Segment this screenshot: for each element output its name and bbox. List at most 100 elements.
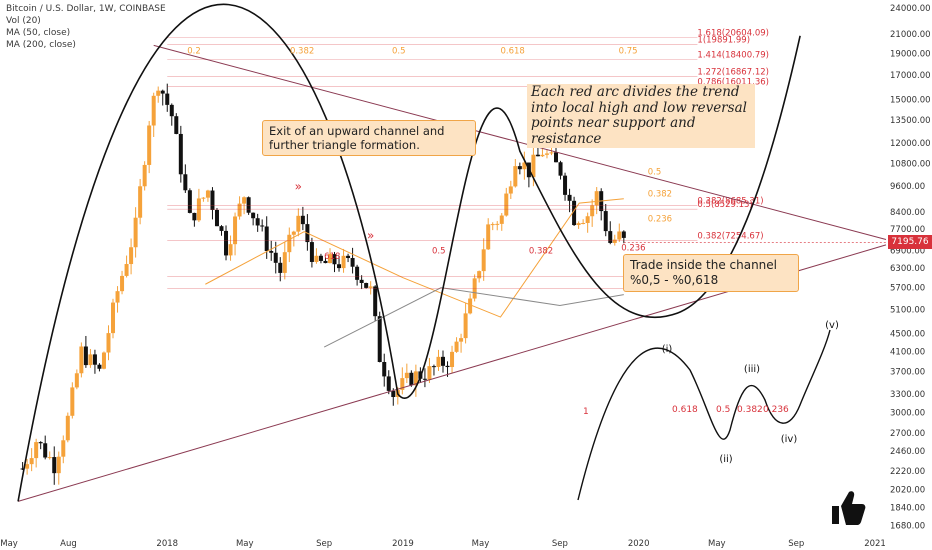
chart-header: Bitcoin / U.S. Dollar, 1W, COINBASE Vol … bbox=[6, 3, 166, 51]
candle-body bbox=[192, 212, 197, 221]
candle-body bbox=[224, 230, 229, 256]
wave-ratio-label: 0.618 bbox=[672, 405, 698, 415]
candle-body bbox=[549, 152, 554, 154]
candle-body bbox=[273, 252, 278, 263]
y-tick-label: 12000.00 bbox=[890, 139, 931, 149]
top-ratio-label: 0.382 bbox=[290, 46, 314, 56]
candle-body bbox=[210, 190, 215, 210]
candle-body bbox=[472, 278, 477, 299]
candle-body bbox=[219, 226, 224, 231]
chevron-down-icon: » bbox=[295, 179, 302, 193]
fib-level-label: 1.414(18400.79) bbox=[697, 51, 769, 61]
indicator-vol[interactable]: Vol (20) bbox=[6, 16, 41, 26]
moving-average-line bbox=[323, 287, 624, 348]
wave-label: (iv) bbox=[781, 434, 798, 445]
candle-body bbox=[350, 258, 355, 267]
y-tick-label: 6900.00 bbox=[890, 246, 925, 256]
candle-body bbox=[535, 154, 540, 157]
candle-body bbox=[445, 365, 450, 368]
wave-ratio-label: 0.236 bbox=[763, 405, 789, 415]
candle-body bbox=[422, 378, 427, 380]
moving-average-line bbox=[205, 198, 624, 318]
candle-body bbox=[544, 153, 549, 155]
candle-body bbox=[454, 341, 459, 352]
candle-body bbox=[391, 390, 396, 398]
y-tick-label: 19000.00 bbox=[890, 49, 931, 59]
candle-body bbox=[255, 218, 260, 226]
wave-label: (i) bbox=[662, 344, 673, 355]
y-tick-label: 8400.00 bbox=[890, 208, 925, 218]
callout-exit-text: Exit of an upward channel and further tr… bbox=[269, 124, 445, 152]
chart-label-0236: 0.236 bbox=[621, 243, 645, 253]
fib-level-label: 0.382(8685.31) bbox=[697, 197, 763, 207]
candle-body bbox=[364, 282, 369, 288]
candle-body bbox=[47, 457, 52, 459]
y-tick-label: 2020.00 bbox=[890, 485, 925, 495]
candle-body bbox=[251, 212, 256, 219]
candle-body bbox=[567, 194, 572, 201]
triangle-upper-edge bbox=[153, 44, 887, 240]
candle-body bbox=[603, 211, 608, 232]
candle-body bbox=[572, 200, 577, 226]
wave-label: (v) bbox=[825, 320, 839, 331]
x-tick-label: 2021 bbox=[864, 539, 886, 549]
candle-body bbox=[508, 186, 513, 194]
candle-body bbox=[65, 415, 70, 441]
y-tick-label: 1840.00 bbox=[890, 504, 925, 514]
y-tick-label: 7700.00 bbox=[890, 225, 925, 235]
candle-body bbox=[382, 361, 387, 377]
candle-body bbox=[169, 104, 174, 117]
y-tick-label: 13500.00 bbox=[890, 116, 931, 126]
candle-body bbox=[314, 255, 319, 262]
chart-label-618: 618 bbox=[324, 252, 340, 262]
candle-body bbox=[431, 366, 436, 368]
candle-body bbox=[133, 217, 138, 248]
y-tick-label: 9600.00 bbox=[890, 182, 925, 192]
candle-body bbox=[499, 215, 504, 224]
candle-body bbox=[115, 291, 120, 303]
top-ratio-label: 0.5 bbox=[392, 46, 406, 56]
candle-body bbox=[617, 231, 622, 240]
callout-trade-line1: Trade inside the channel bbox=[630, 258, 777, 272]
candle-body bbox=[291, 231, 296, 235]
callout-trade-line2: %0,5 - %0,618 bbox=[630, 273, 719, 287]
candle-body bbox=[296, 215, 301, 232]
candle-body bbox=[147, 125, 152, 165]
candle-body bbox=[400, 378, 405, 390]
fib-level-label: 0.786(16011.36) bbox=[697, 78, 769, 88]
y-tick-label: 15000.00 bbox=[890, 95, 931, 105]
candle-body bbox=[287, 234, 292, 253]
candle-body bbox=[106, 333, 111, 353]
symbol-title: Bitcoin / U.S. Dollar, 1W, COINBASE bbox=[6, 4, 166, 14]
candle-body bbox=[531, 154, 536, 178]
indicator-ma50[interactable]: MA (50, close) bbox=[6, 28, 71, 38]
candle-body bbox=[318, 255, 323, 261]
candle-body bbox=[34, 442, 39, 459]
candle-body bbox=[178, 133, 183, 175]
indicator-ma200[interactable]: MA (200, close) bbox=[6, 40, 76, 50]
candle-body bbox=[88, 354, 93, 366]
candle-body bbox=[156, 90, 161, 96]
candle-body bbox=[214, 209, 219, 227]
candle-body bbox=[427, 366, 432, 380]
candle-body bbox=[79, 346, 84, 374]
candle-body bbox=[441, 356, 445, 366]
candle-body bbox=[386, 376, 391, 391]
y-tick-label: 1680.00 bbox=[890, 521, 925, 531]
candle-body bbox=[373, 286, 378, 317]
top-ratio-label: 0.2 bbox=[187, 46, 201, 56]
y-tick-label: 5100.00 bbox=[890, 305, 925, 315]
candle-body bbox=[540, 154, 545, 157]
fib-level-label: 1.272(16867.12) bbox=[697, 68, 769, 78]
fan-ratio-label: 0.5 bbox=[648, 167, 662, 177]
candle-body bbox=[332, 254, 337, 265]
candle-body bbox=[490, 224, 495, 226]
x-tick-label: May bbox=[0, 539, 18, 549]
candle-body bbox=[196, 198, 201, 221]
candle-body bbox=[594, 191, 599, 206]
candle-body bbox=[138, 186, 143, 218]
y-tick-label: 5700.00 bbox=[890, 284, 925, 294]
thumbs-up-icon bbox=[832, 491, 866, 525]
